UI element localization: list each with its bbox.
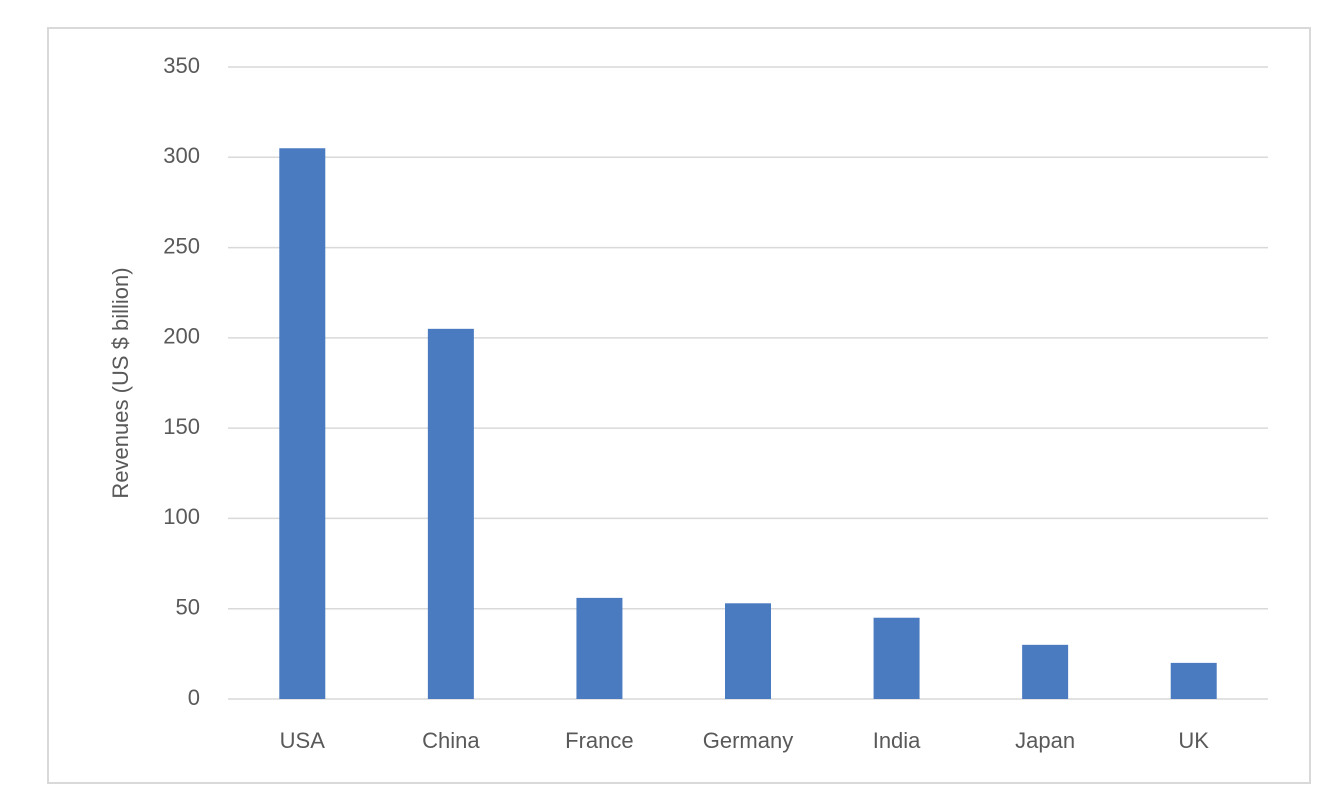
bar	[873, 617, 920, 699]
x-tick-label: France	[565, 728, 633, 753]
chart-frame	[47, 27, 1311, 784]
y-tick-label: 350	[163, 53, 200, 78]
x-tick-label: India	[873, 728, 921, 753]
x-tick-label: China	[422, 728, 480, 753]
x-tick-label: UK	[1178, 728, 1209, 753]
x-tick-label: Japan	[1015, 728, 1075, 753]
bar	[576, 597, 623, 699]
x-tick-label: USA	[280, 728, 326, 753]
y-tick-label: 150	[163, 414, 200, 439]
bar	[427, 328, 474, 699]
x-tick-label: Germany	[703, 728, 793, 753]
y-tick-label: 50	[176, 595, 200, 620]
y-tick-label: 250	[163, 233, 200, 258]
bar	[1170, 662, 1217, 699]
bar	[1022, 644, 1069, 699]
y-tick-label: 0	[188, 685, 200, 710]
y-tick-label: 300	[163, 143, 200, 168]
y-tick-label: 200	[163, 324, 200, 349]
y-tick-label: 100	[163, 504, 200, 529]
y-axis-label: Revenues (US $ billion)	[108, 267, 133, 498]
bar	[279, 148, 326, 699]
bar	[725, 603, 771, 699]
